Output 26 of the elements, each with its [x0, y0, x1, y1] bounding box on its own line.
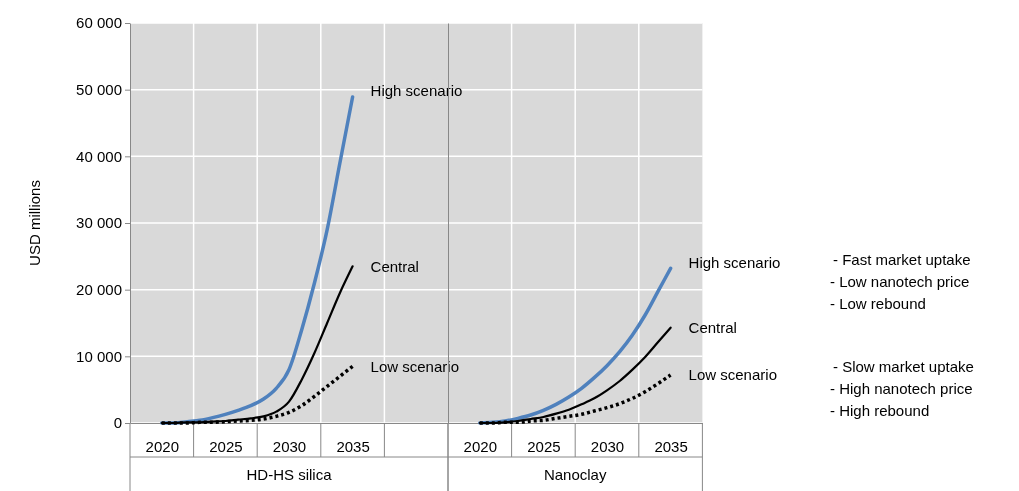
text: - Fast market uptake - Low nanotech price - Low rebound [830, 251, 971, 313]
x-axis-title: Nanoclay [543, 466, 607, 483]
x-tick-label: 2030 [272, 437, 307, 455]
x-tick-label: 2035 [336, 437, 370, 455]
x-tick-label: 2030 [590, 437, 625, 455]
y-tick-label: 0 [113, 414, 122, 432]
line-series [160, 95, 355, 425]
text: - Slow market uptake - High nanotech price - High rebound [830, 358, 974, 419]
x-tick-label: 2020 [145, 437, 179, 455]
series-label: Central [688, 318, 737, 336]
y-tick-label: 50 000 [76, 80, 122, 98]
series-label: Low scenario [688, 366, 777, 384]
x-tick-label: 2035 [654, 437, 688, 455]
x-axis-title: HD-HS silica [246, 466, 333, 483]
y-tick-label: 10 000 [76, 347, 122, 365]
x-tick-label: 2020 [463, 437, 497, 455]
series-label: High scenario [688, 253, 781, 271]
series-label: Central [370, 257, 419, 275]
y-tick-label: 20 000 [76, 280, 122, 298]
series-label: High scenario [370, 82, 463, 100]
y-tick-label: 40 000 [76, 147, 122, 165]
y-tick-label: 30 000 [76, 214, 122, 232]
x-tick-label: 2025 [209, 437, 243, 455]
x-tick-label: 2025 [527, 437, 561, 455]
y-tick-label: 60 000 [76, 14, 122, 32]
y-axis-title: USD millions [26, 180, 43, 266]
